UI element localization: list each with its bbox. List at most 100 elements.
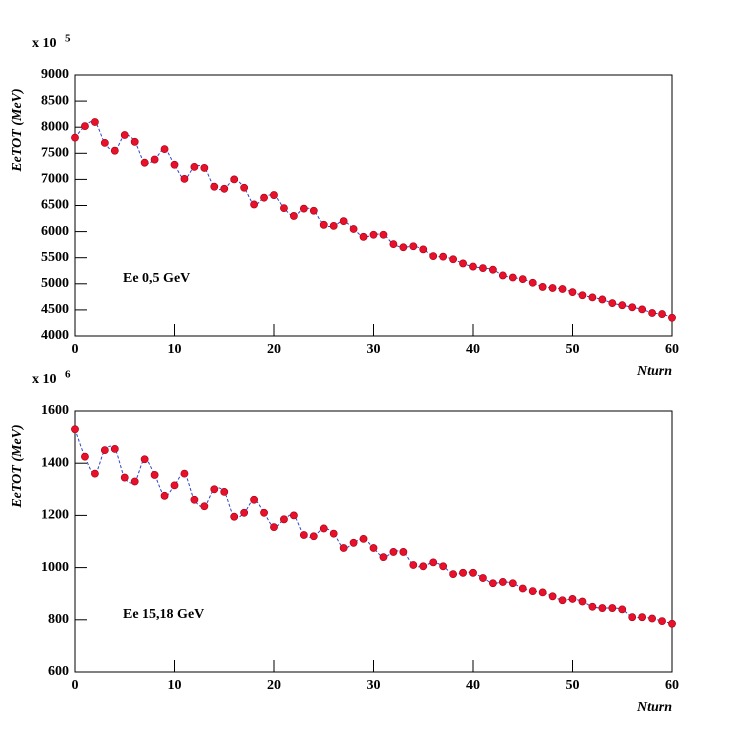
data-point <box>240 508 249 517</box>
y-tick-label: 1200 <box>41 508 69 523</box>
x-tick-label: 10 <box>168 342 182 357</box>
annotation: Ee 0,5 GeV <box>123 271 190 286</box>
data-point <box>648 614 656 623</box>
data-point <box>598 295 607 304</box>
data-point <box>668 619 676 628</box>
y-tick-label: 4000 <box>41 328 69 343</box>
data-point <box>329 529 338 538</box>
y-tick-label: 1000 <box>41 560 69 575</box>
data-point <box>399 243 408 252</box>
data-point <box>578 597 587 606</box>
y-tick-label: 4500 <box>41 302 69 317</box>
y-tick-label: 800 <box>48 612 69 627</box>
data-point <box>469 262 477 271</box>
data-point <box>419 562 428 571</box>
x-tick-label: 50 <box>566 342 580 357</box>
data-point <box>299 531 308 539</box>
y-tick-label: 9000 <box>41 67 69 82</box>
data-point <box>558 596 567 605</box>
data-point <box>160 491 169 500</box>
data-point <box>618 605 627 614</box>
data-point <box>399 548 408 556</box>
data-point <box>409 242 418 251</box>
data-point <box>548 592 557 601</box>
scale-label: x 10 <box>32 372 57 387</box>
x-tick-label: 60 <box>665 678 679 693</box>
data-point <box>578 291 587 300</box>
data-point <box>528 278 537 287</box>
data-point <box>658 310 666 318</box>
data-point <box>240 183 249 192</box>
scale-exponent: 6 <box>65 369 71 381</box>
data-point <box>349 538 358 547</box>
x-tick-label: 50 <box>566 678 580 693</box>
data-point <box>110 444 119 453</box>
data-point <box>260 193 268 202</box>
data-point <box>658 617 666 626</box>
data-point <box>538 283 547 291</box>
data-point <box>260 508 268 517</box>
data-point <box>439 252 448 261</box>
y-tick-label: 8500 <box>41 93 69 108</box>
data-point <box>200 164 209 172</box>
y-tick-label: 1600 <box>41 403 69 418</box>
data-point <box>588 602 597 611</box>
data-point <box>319 220 328 229</box>
x-axis-title: Nturn <box>636 700 672 715</box>
data-point <box>270 523 278 532</box>
data-point <box>220 184 229 193</box>
data-point <box>449 255 457 264</box>
scale-label: x 10 <box>32 36 57 51</box>
data-point <box>538 588 547 597</box>
data-point <box>618 301 627 310</box>
x-tick-label: 0 <box>72 342 79 357</box>
data-point <box>190 495 199 504</box>
data-point <box>280 204 288 213</box>
data-point <box>508 273 517 282</box>
data-point <box>220 488 229 496</box>
x-tick-label: 20 <box>267 678 281 693</box>
data-point <box>518 584 527 593</box>
data-point <box>528 587 537 595</box>
data-point <box>379 553 388 562</box>
data-point <box>608 299 617 308</box>
data-point <box>558 285 567 293</box>
y-tick-label: 6500 <box>41 198 69 213</box>
data-point <box>100 138 109 147</box>
data-point <box>498 578 507 586</box>
data-point <box>170 160 179 169</box>
data-point <box>469 568 477 577</box>
y-tick-label: 8000 <box>41 119 69 134</box>
x-tick-label: 20 <box>267 342 281 357</box>
x-tick-label: 0 <box>72 678 79 693</box>
data-point <box>369 544 378 552</box>
x-tick-label: 60 <box>665 342 679 357</box>
data-point <box>349 225 358 233</box>
data-point <box>230 512 239 521</box>
data-point <box>359 534 368 543</box>
data-point <box>459 259 467 268</box>
data-point <box>518 275 527 284</box>
y-tick-label: 6000 <box>41 224 69 239</box>
y-tick-label: 1400 <box>41 455 69 470</box>
data-point <box>498 271 507 280</box>
data-point <box>608 604 617 612</box>
data-point <box>170 481 179 490</box>
data-point <box>638 613 647 622</box>
data-point <box>210 485 219 494</box>
x-tick-label: 40 <box>466 342 480 357</box>
data-point <box>81 452 89 461</box>
data-point <box>419 245 428 254</box>
data-point <box>598 604 607 612</box>
x-tick-label: 30 <box>367 678 381 693</box>
data-point <box>130 477 139 486</box>
data-point <box>329 221 338 230</box>
data-point <box>91 118 99 126</box>
data-point <box>250 200 258 209</box>
data-point <box>319 524 328 533</box>
y-axis-title: EeTOT (MeV) <box>10 424 25 508</box>
data-point <box>429 252 438 261</box>
data-point <box>668 313 676 322</box>
x-tick-label: 30 <box>367 342 381 357</box>
data-point <box>71 133 79 142</box>
